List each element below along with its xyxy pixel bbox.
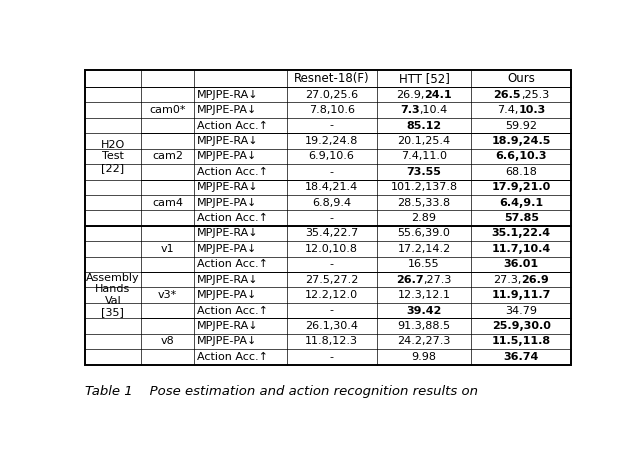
Text: -: - [330, 259, 333, 269]
Text: 28.5,33.8: 28.5,33.8 [397, 198, 451, 208]
Text: 26.1,30.4: 26.1,30.4 [305, 321, 358, 331]
Text: 17.2,14.2: 17.2,14.2 [397, 244, 451, 254]
Text: 10.3: 10.3 [518, 105, 545, 115]
Text: MPJPE-RA↓: MPJPE-RA↓ [197, 275, 259, 285]
Text: 7.4,: 7.4, [497, 105, 518, 115]
Text: 57.85: 57.85 [504, 213, 539, 223]
Text: 12.0,10.8: 12.0,10.8 [305, 244, 358, 254]
Text: 7.3: 7.3 [400, 105, 420, 115]
Text: 6.4,9.1: 6.4,9.1 [499, 198, 543, 208]
Text: HTT [52]: HTT [52] [399, 72, 449, 85]
Text: 24.2,27.3: 24.2,27.3 [397, 336, 451, 346]
Text: 17.9,21.0: 17.9,21.0 [492, 182, 551, 192]
Text: 59.92: 59.92 [505, 121, 537, 130]
Text: -: - [330, 306, 333, 315]
Text: MPJPE-PA↓: MPJPE-PA↓ [197, 105, 257, 115]
Text: 35.4,22.7: 35.4,22.7 [305, 228, 358, 239]
Text: 18.9,24.5: 18.9,24.5 [492, 136, 551, 146]
Text: Table 1    Pose estimation and action recognition results on: Table 1 Pose estimation and action recog… [85, 385, 478, 398]
Text: v8: v8 [161, 336, 175, 346]
Text: Action Acc.↑: Action Acc.↑ [197, 306, 268, 315]
Text: -: - [330, 352, 333, 362]
Text: cam0*: cam0* [149, 105, 186, 115]
Text: 18.4,21.4: 18.4,21.4 [305, 182, 358, 192]
Text: Action Acc.↑: Action Acc.↑ [197, 121, 268, 130]
Text: 101.2,137.8: 101.2,137.8 [390, 182, 458, 192]
Text: 36.74: 36.74 [504, 352, 539, 362]
Text: cam4: cam4 [152, 198, 183, 208]
Text: Ours: Ours [508, 72, 535, 85]
Text: 24.1: 24.1 [424, 90, 452, 100]
Text: 12.2,12.0: 12.2,12.0 [305, 290, 358, 300]
Text: 36.01: 36.01 [504, 259, 539, 269]
Text: 9.98: 9.98 [412, 352, 436, 362]
Text: 7.8,10.6: 7.8,10.6 [308, 105, 355, 115]
Text: Action Acc.↑: Action Acc.↑ [197, 213, 268, 223]
Text: Assembly
Hands
Val
[35]: Assembly Hands Val [35] [86, 273, 140, 317]
Text: ,25.3: ,25.3 [521, 90, 549, 100]
Text: H2O
Test
[22]: H2O Test [22] [100, 140, 125, 173]
Text: 73.55: 73.55 [406, 167, 442, 177]
Text: v3*: v3* [158, 290, 177, 300]
Bar [85, 70, 571, 364]
Text: 12.3,12.1: 12.3,12.1 [397, 290, 451, 300]
Text: 91.3,88.5: 91.3,88.5 [397, 321, 451, 331]
Text: 68.18: 68.18 [505, 167, 537, 177]
Text: 11.5,11.8: 11.5,11.8 [492, 336, 551, 346]
Text: 6.6,10.3: 6.6,10.3 [495, 151, 547, 161]
Text: 11.8,12.3: 11.8,12.3 [305, 336, 358, 346]
Text: 16.55: 16.55 [408, 259, 440, 269]
Text: MPJPE-PA↓: MPJPE-PA↓ [197, 198, 257, 208]
Text: 39.42: 39.42 [406, 306, 442, 315]
Text: 7.4,11.0: 7.4,11.0 [401, 151, 447, 161]
Text: 34.79: 34.79 [505, 306, 537, 315]
Text: 19.2,24.8: 19.2,24.8 [305, 136, 358, 146]
Text: MPJPE-RA↓: MPJPE-RA↓ [197, 182, 259, 192]
Text: ,10.4: ,10.4 [420, 105, 448, 115]
Text: MPJPE-PA↓: MPJPE-PA↓ [197, 151, 257, 161]
Text: MPJPE-PA↓: MPJPE-PA↓ [197, 336, 257, 346]
Text: 25.9,30.0: 25.9,30.0 [492, 321, 550, 331]
Text: 2.89: 2.89 [412, 213, 436, 223]
Text: 11.9,11.7: 11.9,11.7 [492, 290, 551, 300]
Text: 26.9,: 26.9, [396, 90, 424, 100]
Text: 85.12: 85.12 [406, 121, 442, 130]
Text: 26.5: 26.5 [493, 90, 521, 100]
Text: MPJPE-RA↓: MPJPE-RA↓ [197, 90, 259, 100]
Text: 26.9: 26.9 [522, 275, 549, 285]
Text: Action Acc.↑: Action Acc.↑ [197, 352, 268, 362]
Text: 35.1,22.4: 35.1,22.4 [492, 228, 551, 239]
Text: Resnet-18(F): Resnet-18(F) [294, 72, 369, 85]
Text: -: - [330, 167, 333, 177]
Text: 27.3,: 27.3, [493, 275, 522, 285]
Text: MPJPE-RA↓: MPJPE-RA↓ [197, 321, 259, 331]
Text: 27.5,27.2: 27.5,27.2 [305, 275, 358, 285]
Text: MPJPE-RA↓: MPJPE-RA↓ [197, 136, 259, 146]
Text: 26.7: 26.7 [396, 275, 424, 285]
Text: MPJPE-PA↓: MPJPE-PA↓ [197, 290, 257, 300]
Text: Action Acc.↑: Action Acc.↑ [197, 259, 268, 269]
Text: -: - [330, 121, 333, 130]
Text: MPJPE-RA↓: MPJPE-RA↓ [197, 228, 259, 239]
Text: v1: v1 [161, 244, 175, 254]
Text: 27.0,25.6: 27.0,25.6 [305, 90, 358, 100]
Text: -: - [330, 213, 333, 223]
Text: 11.7,10.4: 11.7,10.4 [492, 244, 551, 254]
Text: 6.8,9.4: 6.8,9.4 [312, 198, 351, 208]
Text: 55.6,39.0: 55.6,39.0 [397, 228, 451, 239]
Text: ,27.3: ,27.3 [424, 275, 452, 285]
Text: MPJPE-PA↓: MPJPE-PA↓ [197, 244, 257, 254]
Text: Action Acc.↑: Action Acc.↑ [197, 167, 268, 177]
Text: 20.1,25.4: 20.1,25.4 [397, 136, 451, 146]
Text: 6.9,10.6: 6.9,10.6 [308, 151, 355, 161]
Text: cam2: cam2 [152, 151, 183, 161]
